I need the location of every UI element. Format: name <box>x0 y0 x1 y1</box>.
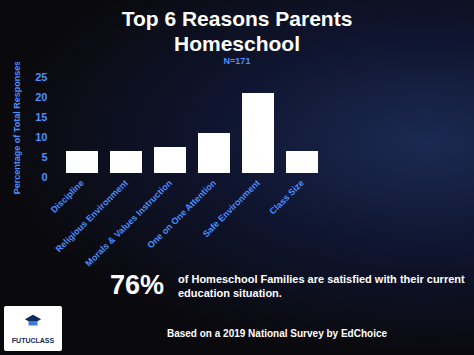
html-text:Based on a 2019 National Surve: Based on a 2019 National Survey by EdCho… <box>167 328 387 339</box>
svg-text:One on One Attention: One on One Attention <box>145 177 218 251</box>
svg-text:20: 20 <box>35 91 47 103</box>
html-text:76%: 76% <box>110 270 164 300</box>
html-text:of Homeschool Families are sat: of Homeschool Families are satisfied wit… <box>178 273 465 299</box>
svg-text:Discipline: Discipline <box>49 178 86 215</box>
svg-text:5: 5 <box>41 151 47 163</box>
svg-text:Class Size: Class Size <box>267 178 306 217</box>
svg-text:Safe Environment: Safe Environment <box>201 178 262 239</box>
html-text:FUTUCLASS: FUTUCLASS <box>11 337 55 344</box>
svg-text:10: 10 <box>35 131 47 143</box>
svg-text:Percentage of Total Responses: Percentage of Total Responses <box>12 62 22 194</box>
html-text:N=171: N=171 <box>223 56 251 66</box>
svg-text:15: 15 <box>35 111 47 123</box>
html-text:Top 6 Reasons Parents Homescho: Top 6 Reasons Parents Homeschool <box>121 7 353 55</box>
svg-text:25: 25 <box>35 71 47 83</box>
svg-text:Morals & Values Instruction: Morals & Values Instruction <box>83 178 174 269</box>
svg-text:Religious Environment: Religious Environment <box>54 178 130 254</box>
svg-text:0: 0 <box>41 171 47 183</box>
